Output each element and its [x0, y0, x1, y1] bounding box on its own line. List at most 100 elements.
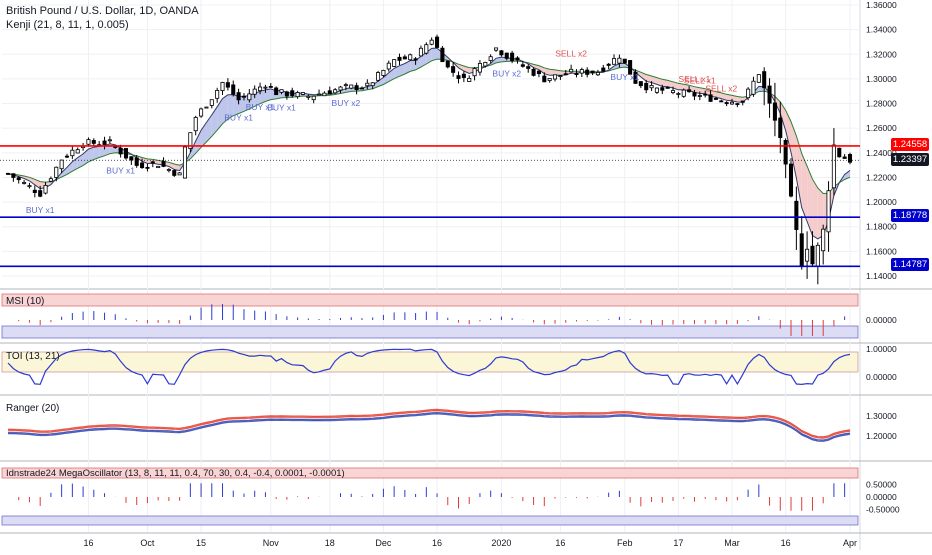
cloud-segment	[549, 69, 556, 76]
candle-body	[209, 99, 214, 106]
candle-body	[215, 90, 220, 99]
candle-body	[692, 92, 697, 97]
time-axis-label: Oct	[140, 538, 155, 548]
candle-body	[574, 73, 579, 75]
candle-body	[231, 84, 236, 95]
candle-body	[70, 149, 75, 157]
candle-body	[32, 189, 37, 193]
toi-line	[7, 348, 851, 386]
msi-axis-tick: 0.00000	[866, 315, 897, 325]
cloud-segment	[705, 88, 711, 97]
candle-body	[172, 170, 177, 176]
candle-body	[461, 73, 466, 78]
cloud-segment	[555, 69, 561, 76]
cloud-segment	[206, 114, 212, 142]
candle-body	[676, 93, 681, 95]
candle-body	[129, 156, 134, 161]
signal-label: BUY x2	[332, 98, 361, 108]
candle-body	[847, 154, 853, 163]
candle-body	[145, 166, 150, 169]
candle-body	[11, 173, 16, 178]
candle-body	[472, 68, 477, 77]
candle-body	[622, 58, 627, 64]
candle-body	[140, 162, 145, 168]
candle-body	[424, 44, 429, 54]
toi-panel-label: TOI (13, 21)	[6, 351, 60, 362]
ranger-upper-line	[7, 410, 851, 439]
candle-body	[724, 102, 729, 105]
candle-body	[628, 60, 633, 75]
candle-body	[177, 172, 182, 176]
time-axis-label: 15	[196, 538, 206, 548]
candle-body	[440, 47, 445, 63]
candle-body	[740, 100, 745, 103]
candle-body	[349, 84, 354, 89]
candle-body	[579, 69, 584, 74]
candle-body	[654, 87, 659, 93]
candle-body	[660, 87, 665, 91]
cloud-segment	[410, 60, 416, 72]
candle-body	[327, 90, 332, 95]
candle-body	[166, 169, 171, 171]
candle-body	[483, 61, 488, 67]
candle-body	[815, 244, 820, 267]
mega-axis-tick: 0.50000	[866, 480, 897, 490]
price-axis-tick: 1.32000	[866, 49, 897, 59]
candle-body	[247, 93, 252, 101]
cloud-segment	[651, 75, 657, 85]
signal-label: BUY x1	[26, 205, 55, 215]
candle-body	[225, 82, 230, 88]
candle-body	[494, 47, 499, 51]
candle-body	[456, 75, 461, 79]
cloud-segment	[88, 147, 94, 162]
candle-body	[510, 52, 515, 61]
cloud-segment	[254, 91, 261, 107]
candle-body	[418, 47, 423, 57]
candle-body	[397, 56, 402, 61]
last-price-badge: 1.23397	[891, 153, 929, 166]
candle-body	[27, 185, 32, 188]
candle-body	[553, 74, 558, 80]
time-axis-label: Mar	[724, 538, 740, 548]
indicator-legend: Kenji (21, 8, 11, 1, 0.005)	[6, 19, 129, 31]
price-axis-tick: 1.36000	[866, 0, 897, 10]
cloud-segment	[619, 63, 625, 68]
candle-body	[445, 60, 450, 68]
cloud-segment	[791, 121, 797, 179]
time-axis-label: 16	[781, 538, 791, 548]
candle-body	[188, 132, 193, 149]
kenji-slow-line	[7, 58, 851, 195]
price-axis-tick: 1.18000	[866, 222, 897, 232]
candle-body	[644, 82, 649, 91]
cloud-segment	[796, 136, 802, 208]
time-axis-label: 16	[555, 538, 565, 548]
candle-body	[756, 74, 761, 83]
candle-body	[805, 248, 810, 262]
candle-body	[370, 82, 375, 87]
cloud-segment	[431, 48, 438, 61]
candle-body	[252, 88, 257, 95]
cloud-segment	[694, 86, 700, 94]
candle-body	[354, 85, 359, 91]
time-axis-label: Dec	[375, 538, 392, 548]
candle-body	[429, 39, 434, 45]
candle-body	[306, 95, 311, 98]
candle-body	[831, 144, 836, 189]
cloud-segment	[174, 164, 180, 171]
time-axis-label: Apr	[843, 538, 857, 548]
candle-body	[799, 233, 804, 268]
signal-label: BUY x1	[106, 166, 135, 176]
ranger-lower-line	[7, 412, 851, 442]
candle-body	[150, 161, 155, 164]
time-axis-label: Nov	[263, 538, 280, 548]
candle-body	[91, 140, 96, 144]
cloud-segment	[394, 65, 400, 79]
candle-body	[75, 149, 80, 154]
mega-axis-tick: 0.00000	[866, 492, 897, 502]
cloud-segment	[726, 94, 733, 101]
candle-body	[118, 147, 123, 155]
candle-body	[16, 177, 21, 181]
candle-body	[263, 86, 268, 89]
price-axis-tick: 1.26000	[866, 123, 897, 133]
